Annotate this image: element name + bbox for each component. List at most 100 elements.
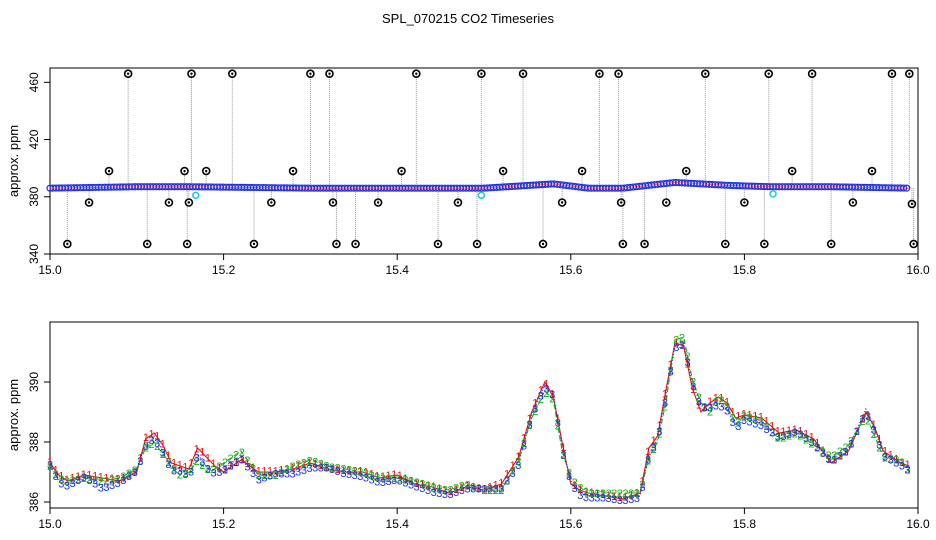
series-2-marker: 2 <box>476 483 482 495</box>
series-1-marker: 1 <box>267 466 273 478</box>
series-1-marker: 1 <box>752 410 758 422</box>
series-2-marker: 2 <box>690 376 696 388</box>
series-3-marker: 3 <box>713 400 719 412</box>
series-2-marker: 2 <box>679 333 685 345</box>
baseline-trace <box>49 182 910 189</box>
outlier-point <box>721 239 730 249</box>
series-3-marker: 3 <box>431 487 437 499</box>
series-3-marker: 3 <box>442 489 448 501</box>
series-2-marker: 2 <box>165 457 171 469</box>
outlier-point <box>182 239 192 249</box>
series-1-marker: 1 <box>605 490 611 502</box>
series-3-marker: 3 <box>391 475 397 487</box>
series-1-marker: 1 <box>594 488 600 500</box>
series-2-marker: 2 <box>92 475 98 487</box>
series-1-marker: 1 <box>143 432 149 444</box>
series-3-marker: 3 <box>476 484 482 496</box>
series-3-marker: 3 <box>763 424 769 436</box>
bottom-x-tick-label: 15.8 <box>733 517 757 531</box>
series-1-marker: 1 <box>684 358 690 370</box>
series-3-marker: 3 <box>487 484 493 496</box>
outlier-point-center <box>328 72 331 75</box>
series-3-marker: 3 <box>809 437 815 449</box>
series-3-marker: 3 <box>498 484 504 496</box>
outlier-point <box>453 198 463 207</box>
series-2-marker: 2 <box>780 433 786 445</box>
series-2-marker: 2 <box>58 474 64 486</box>
series-3-marker: 3 <box>290 469 296 481</box>
series-2-marker: 2 <box>109 474 115 486</box>
series-1-marker: 1 <box>414 478 420 490</box>
outlier-point <box>640 239 649 249</box>
series-2-marker: 2 <box>769 427 775 439</box>
series-1-marker: 1 <box>109 473 115 485</box>
series-3-marker: 3 <box>86 475 92 487</box>
series-1-marker: 1 <box>510 460 516 472</box>
series-2-marker: 2 <box>318 459 324 471</box>
series-3-marker: 3 <box>284 469 290 481</box>
series-2-marker: 2 <box>549 394 555 406</box>
series-1-marker: 1 <box>103 472 109 484</box>
series-1-marker: 1 <box>306 457 312 469</box>
series-1-marker: 1 <box>859 413 865 425</box>
series-3-marker: 3 <box>555 418 561 430</box>
series-2-marker: 2 <box>211 464 217 476</box>
outlier-point-center <box>183 169 186 173</box>
series-1-marker: 1 <box>758 411 764 423</box>
series-3-marker: 3 <box>668 367 674 379</box>
series-3-marker: 3 <box>797 429 803 441</box>
series-1-marker: 1 <box>769 421 775 433</box>
series-3-marker: 3 <box>323 463 329 475</box>
series-1-marker: 1 <box>611 491 617 503</box>
outlier-point <box>701 69 710 79</box>
series-2-marker: 2 <box>730 413 736 425</box>
series-2-marker: 2 <box>527 420 533 432</box>
bottom-x-axis: 15.0 15.2 15.4 15.6 15.8 16.0 <box>38 508 930 531</box>
outlier-point <box>84 198 94 207</box>
series-3-marker: 3 <box>696 397 702 409</box>
series-2-marker: 2 <box>871 429 877 441</box>
outlier-point-center <box>87 201 91 204</box>
series-2-marker: 2 <box>538 394 544 406</box>
series-3-marker: 3 <box>306 463 312 475</box>
series-3-marker: 3 <box>831 454 837 466</box>
series-1-marker: 1 <box>656 420 662 432</box>
series-3-marker: 3 <box>634 493 640 505</box>
outlier-point-center <box>415 72 418 75</box>
cyan-point <box>769 190 777 198</box>
series-2-marker: 2 <box>493 485 499 497</box>
series-1-marker: 1 <box>329 463 335 475</box>
series-1-line <box>49 342 910 500</box>
series-2-marker: 2 <box>222 457 228 469</box>
series-1-marker: 1 <box>634 488 640 500</box>
series-3-marker: 3 <box>256 474 262 486</box>
series-3-marker: 3 <box>402 477 408 489</box>
outlier-point-center <box>185 242 189 246</box>
series-3-marker: 3 <box>639 482 645 494</box>
outlier-point <box>328 198 338 207</box>
outlier-point-center <box>126 72 130 75</box>
series-1-marker: 1 <box>47 457 53 469</box>
series-3-marker: 3 <box>216 467 222 479</box>
series-3-marker: 3 <box>600 493 606 505</box>
series-2-marker: 2 <box>284 464 290 476</box>
series-3-marker: 3 <box>239 455 245 467</box>
series-2-marker: 2 <box>98 476 104 488</box>
outlier-point <box>826 239 836 249</box>
series-3-marker: 3 <box>182 469 188 481</box>
series-1-marker: 1 <box>854 426 860 438</box>
outlier-point-center <box>291 169 295 173</box>
series-1-marker: 1 <box>679 339 685 351</box>
outlier-point-center <box>810 72 814 75</box>
series-1-marker: 1 <box>318 460 324 472</box>
series-3-marker: 3 <box>572 483 578 495</box>
series-3-marker: 3 <box>510 468 516 480</box>
series-2-marker: 2 <box>70 475 76 487</box>
series-3-marker: 3 <box>730 417 736 429</box>
top-plot-frame <box>49 67 919 255</box>
series-1-marker: 1 <box>820 445 826 457</box>
series-1-marker: 1 <box>177 459 183 471</box>
series-2-marker: 2 <box>216 461 222 473</box>
series-2-marker: 2 <box>290 461 296 473</box>
